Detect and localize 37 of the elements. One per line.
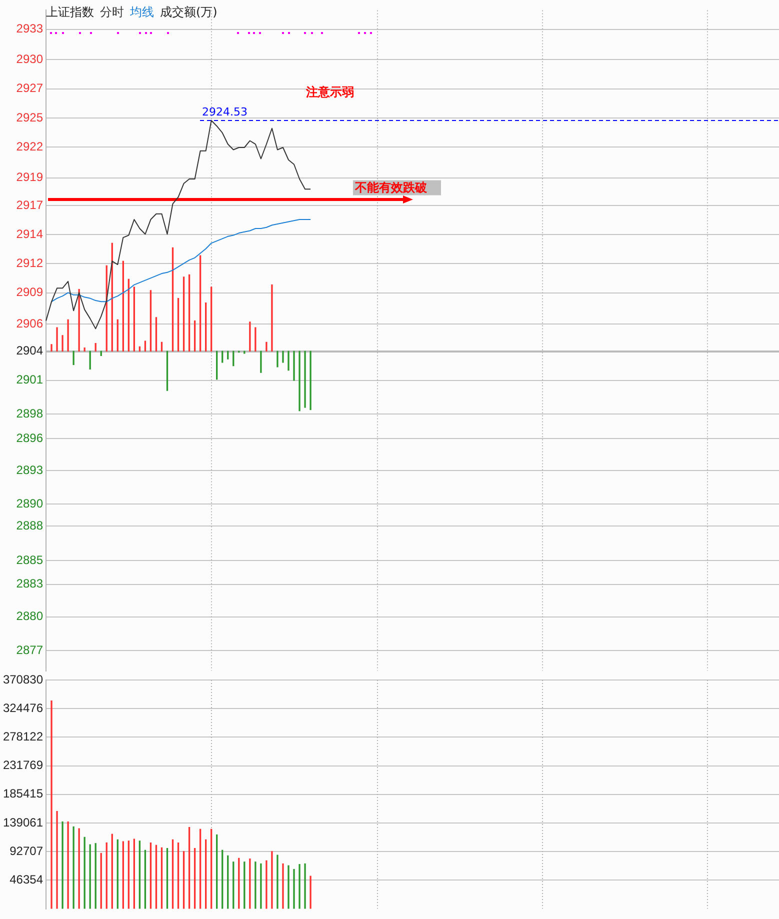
- y-tick-label: 278122: [2, 730, 44, 744]
- chart-title: 上证指数: [46, 5, 94, 19]
- y-tick-label: 2896: [16, 430, 44, 445]
- y-tick-label: 2901: [16, 372, 44, 387]
- y-tick-label: 2922: [16, 139, 44, 154]
- y-tick-label: 2919: [16, 170, 44, 184]
- y-tick-label: 2877: [16, 642, 44, 657]
- y-tick-label: 370830: [2, 672, 44, 686]
- y-tick-label: 185415: [2, 786, 44, 801]
- text: 分时: [100, 5, 124, 19]
- y-tick-label: 2885: [16, 552, 44, 567]
- y-tick-label: 2930: [16, 52, 44, 66]
- y-tick-label: 2904: [16, 344, 44, 358]
- chart-title: 成交额(万): [160, 5, 218, 19]
- y-tick-label: 2933: [16, 22, 44, 36]
- y-tick-label: 46354: [10, 872, 44, 887]
- y-tick-label: 2883: [16, 576, 44, 591]
- y-tick-label: 231769: [2, 758, 44, 772]
- text: 均线: [130, 5, 154, 19]
- y-tick-label: 2888: [16, 518, 44, 532]
- y-tick-label: 324476: [2, 700, 44, 715]
- y-tick-label: 2898: [16, 406, 44, 421]
- y-tick-label: 2914: [16, 226, 44, 241]
- ref-line-label: 2924.53: [202, 106, 248, 119]
- y-tick-label: 2880: [16, 609, 44, 624]
- y-tick-label: 92707: [10, 844, 44, 858]
- ref-line-label: 不能有效跌破: [354, 180, 428, 194]
- y-tick-label: 2906: [16, 316, 44, 330]
- annotation: 注意示弱: [305, 85, 354, 100]
- y-tick-label: 2909: [16, 285, 44, 300]
- y-tick-label: 2912: [16, 256, 44, 270]
- y-tick-label: 2927: [16, 81, 44, 96]
- y-tick-label: 139061: [2, 815, 44, 830]
- y-tick-label: 2893: [16, 462, 44, 477]
- y-tick-label: 2917: [16, 198, 44, 212]
- y-tick-label: 2925: [16, 110, 44, 124]
- y-tick-label: 2890: [16, 496, 44, 511]
